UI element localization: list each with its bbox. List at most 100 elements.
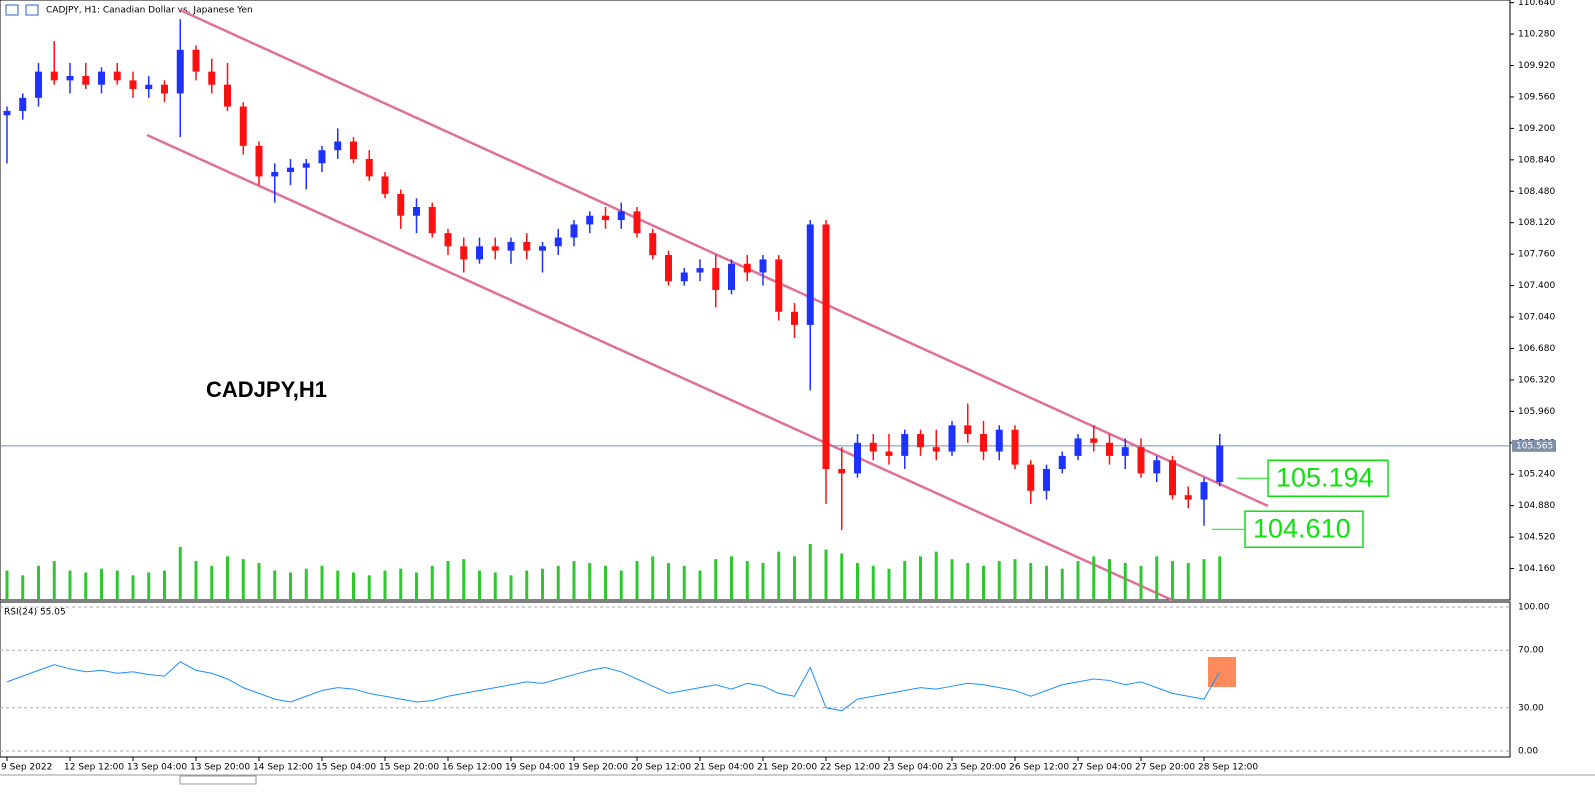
volume-bar (430, 565, 434, 599)
volume-bar (682, 565, 686, 599)
candle-body (350, 141, 357, 159)
candle-body (523, 241, 531, 251)
volume-bar (226, 556, 229, 599)
x-tick-label: 27 Sep 20:00 (1135, 763, 1195, 773)
x-tick-label: 13 Sep 20:00 (190, 763, 250, 773)
y-tick-label: 107.400 (1518, 281, 1555, 291)
x-tick-label: 27 Sep 04:00 (1072, 763, 1132, 773)
x-tick-label: 9 Sep 2022 (1, 763, 52, 773)
candle-body (129, 80, 137, 90)
y-tick-label: 108.480 (1518, 187, 1555, 197)
tab[interactable] (179, 775, 257, 785)
candle-body (381, 176, 389, 194)
x-tick-label: 21 Sep 20:00 (757, 763, 817, 773)
candle-body (239, 106, 247, 146)
candle-body (1043, 468, 1050, 491)
volume-bar (178, 546, 182, 599)
candle-body (287, 167, 294, 173)
volume-bar (619, 570, 623, 599)
volume-bar (556, 565, 560, 599)
volume-bar (415, 572, 418, 599)
volume-bar (525, 570, 529, 599)
volume-bar (1202, 559, 1206, 599)
level-label: 105.194 (1276, 462, 1374, 492)
candle-body (838, 468, 846, 474)
volume-bar (1013, 559, 1017, 599)
candle-body (318, 150, 326, 164)
volume-bar (241, 559, 245, 599)
candle-body (649, 233, 657, 256)
candle-body (539, 246, 546, 251)
volume-bar (793, 556, 796, 599)
symbol-label: CADJPY,H1 (206, 377, 327, 402)
candle-body (1216, 445, 1224, 483)
candle-body (995, 429, 1003, 452)
volume-bar (21, 575, 25, 599)
candle-body (1121, 447, 1129, 456)
candle-body (917, 434, 924, 448)
x-tick-label: 15 Sep 20:00 (379, 763, 439, 773)
candle-body (696, 268, 704, 273)
volume-bar (588, 562, 592, 599)
candle-body (932, 447, 940, 452)
x-tick-label: 23 Sep 20:00 (946, 763, 1006, 773)
candle-body (19, 97, 27, 111)
volume-bar (808, 544, 812, 599)
volume-bar (919, 556, 922, 599)
candle-body (365, 158, 373, 177)
volume-bar (982, 565, 985, 599)
volume-bar (1186, 562, 1190, 599)
volume-bar (367, 575, 371, 599)
volume-bar (714, 559, 718, 599)
volume-bar (1123, 562, 1127, 599)
y-tick-label: 109.920 (1518, 61, 1555, 71)
candle-body (980, 434, 987, 452)
candle-body (413, 206, 420, 216)
volume-bar (824, 549, 828, 599)
candle-body (1153, 460, 1161, 474)
candle-body (1169, 460, 1176, 496)
volume-bar (887, 568, 891, 599)
rsi-label: RSI(24) 55.05 (4, 608, 66, 618)
volume-bar (352, 572, 355, 599)
volume-bar (163, 570, 166, 599)
x-tick-label: 21 Sep 04:00 (694, 763, 754, 773)
volume-bar (493, 572, 497, 599)
x-tick-label: 15 Sep 04:00 (316, 763, 376, 773)
candle-body (680, 272, 688, 282)
volume-bar (1218, 556, 1222, 599)
volume-bar (934, 551, 938, 599)
x-tick-label: 16 Sep 12:00 (442, 763, 502, 773)
candle-body (35, 71, 42, 98)
x-tick-label: 22 Sep 12:00 (820, 763, 880, 773)
y-tick-label: 108.120 (1518, 218, 1555, 228)
candle-body (822, 224, 830, 469)
y-tick-label: 110.640 (1518, 0, 1555, 8)
x-tick-label: 14 Sep 12:00 (253, 763, 313, 773)
candle-body (759, 259, 767, 273)
volume-bar (651, 556, 655, 599)
volume-bar (604, 565, 607, 599)
main-panel (0, 0, 1511, 601)
volume-bar (1045, 565, 1048, 599)
volume-bar (1108, 559, 1111, 599)
y-tick-label: 107.040 (1518, 313, 1555, 323)
volume-bar (761, 562, 765, 599)
rsi-panel (0, 601, 1511, 758)
candle-body (1011, 429, 1019, 465)
x-tick-label: 12 Sep 12:00 (64, 763, 124, 773)
candle-body (1137, 447, 1145, 474)
volume-bar (509, 575, 513, 599)
candle-body (82, 75, 90, 85)
y-tick-label: 105.240 (1518, 470, 1555, 480)
candle-body (728, 263, 735, 290)
volume-bar (635, 561, 639, 599)
candle-body (1200, 482, 1208, 500)
volume-bar (84, 572, 88, 599)
candle-body (554, 237, 562, 247)
candle-body (617, 211, 625, 221)
volume-bar (68, 570, 72, 599)
volume-bar (840, 553, 844, 599)
candle-body (224, 84, 231, 107)
